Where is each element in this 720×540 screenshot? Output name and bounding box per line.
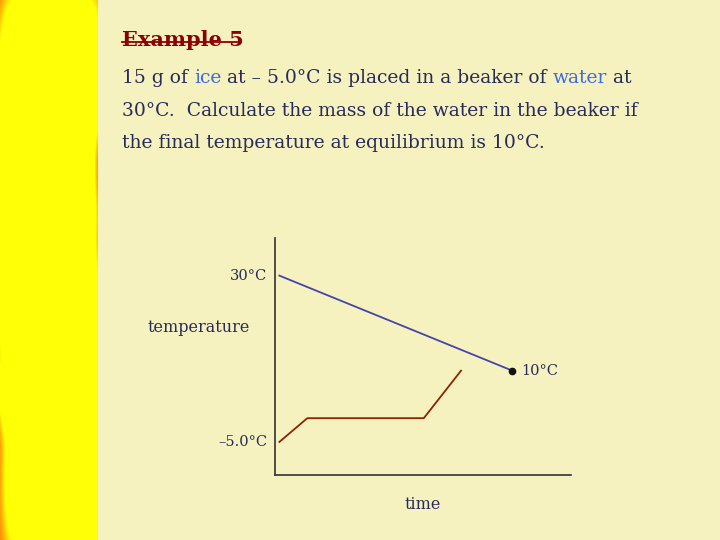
Text: at – 5.0°C is placed in a beaker of: at – 5.0°C is placed in a beaker of	[221, 69, 553, 87]
Text: 10°C: 10°C	[521, 363, 558, 377]
Text: 30°C.  Calculate the mass of the water in the beaker if: 30°C. Calculate the mass of the water in…	[122, 102, 638, 119]
Text: water: water	[553, 69, 607, 87]
Text: 30°C: 30°C	[230, 268, 268, 282]
Text: the final temperature at equilibrium is 10°C.: the final temperature at equilibrium is …	[122, 134, 545, 152]
Text: at: at	[607, 69, 631, 87]
Text: Example 5: Example 5	[122, 30, 244, 50]
Text: 15 g of: 15 g of	[122, 69, 194, 87]
Text: –5.0°C: –5.0°C	[218, 435, 268, 449]
Text: time: time	[405, 496, 441, 514]
Text: temperature: temperature	[148, 319, 250, 336]
Text: ice: ice	[194, 69, 221, 87]
